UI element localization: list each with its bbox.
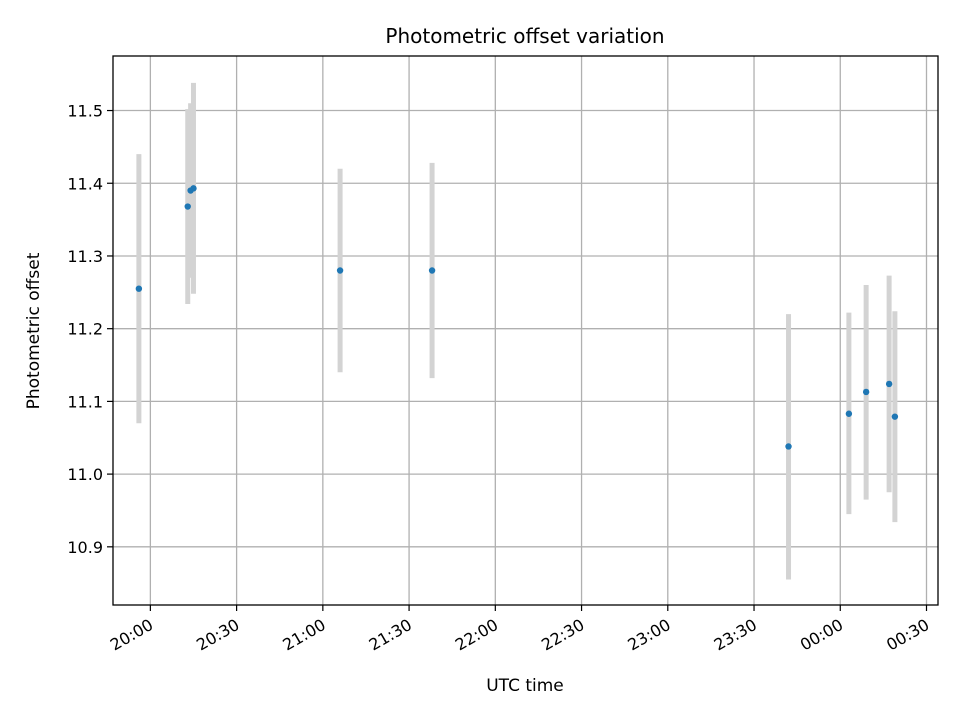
data-point [184, 203, 191, 210]
y-tick-label: 11.4 [67, 174, 103, 193]
grid [113, 56, 938, 605]
y-tick-label: 11.1 [67, 392, 103, 411]
y-tick-label: 10.9 [67, 538, 103, 557]
x-axis-title: UTC time [486, 676, 564, 696]
x-tick-label: 21:30 [366, 615, 415, 655]
x-tick-label: 20:30 [193, 615, 242, 655]
x-tick-label: 23:30 [711, 615, 760, 655]
x-tick-label: 00:30 [883, 615, 932, 655]
x-tick-label: 22:00 [452, 615, 501, 655]
data-point [845, 410, 853, 417]
data-point [785, 443, 792, 450]
data-point [135, 285, 143, 292]
data-point [862, 388, 870, 396]
x-tick-label: 22:30 [538, 615, 587, 655]
x-tick-label: 21:00 [279, 615, 328, 655]
y-tick-label: 11.3 [67, 247, 103, 266]
data-points [135, 185, 899, 450]
error-bars [136, 82, 898, 580]
y-axis-ticks: 10.9 11.0 11.1 11.2 11.3 11.4 11.5 [67, 102, 113, 557]
y-tick-label: 11.0 [67, 465, 103, 484]
data-point [891, 413, 899, 420]
plot-frame [112, 55, 939, 606]
data-point [885, 380, 893, 388]
y-axis-title: Photometric offset [24, 252, 44, 409]
x-tick-label: 23:00 [624, 615, 673, 655]
y-tick-label: 11.2 [67, 320, 103, 339]
data-point [428, 267, 436, 274]
x-tick-label: 00:00 [797, 615, 846, 655]
x-tick-label: 20:00 [107, 615, 156, 655]
x-axis-ticks: 20:00 20:30 21:00 21:30 22:00 22:30 23:00 23:30… [107, 605, 933, 655]
chart-title: Photometric offset variation [385, 24, 664, 48]
data-point [190, 185, 197, 192]
data-point [336, 267, 344, 274]
y-tick-label: 11.5 [67, 102, 103, 121]
